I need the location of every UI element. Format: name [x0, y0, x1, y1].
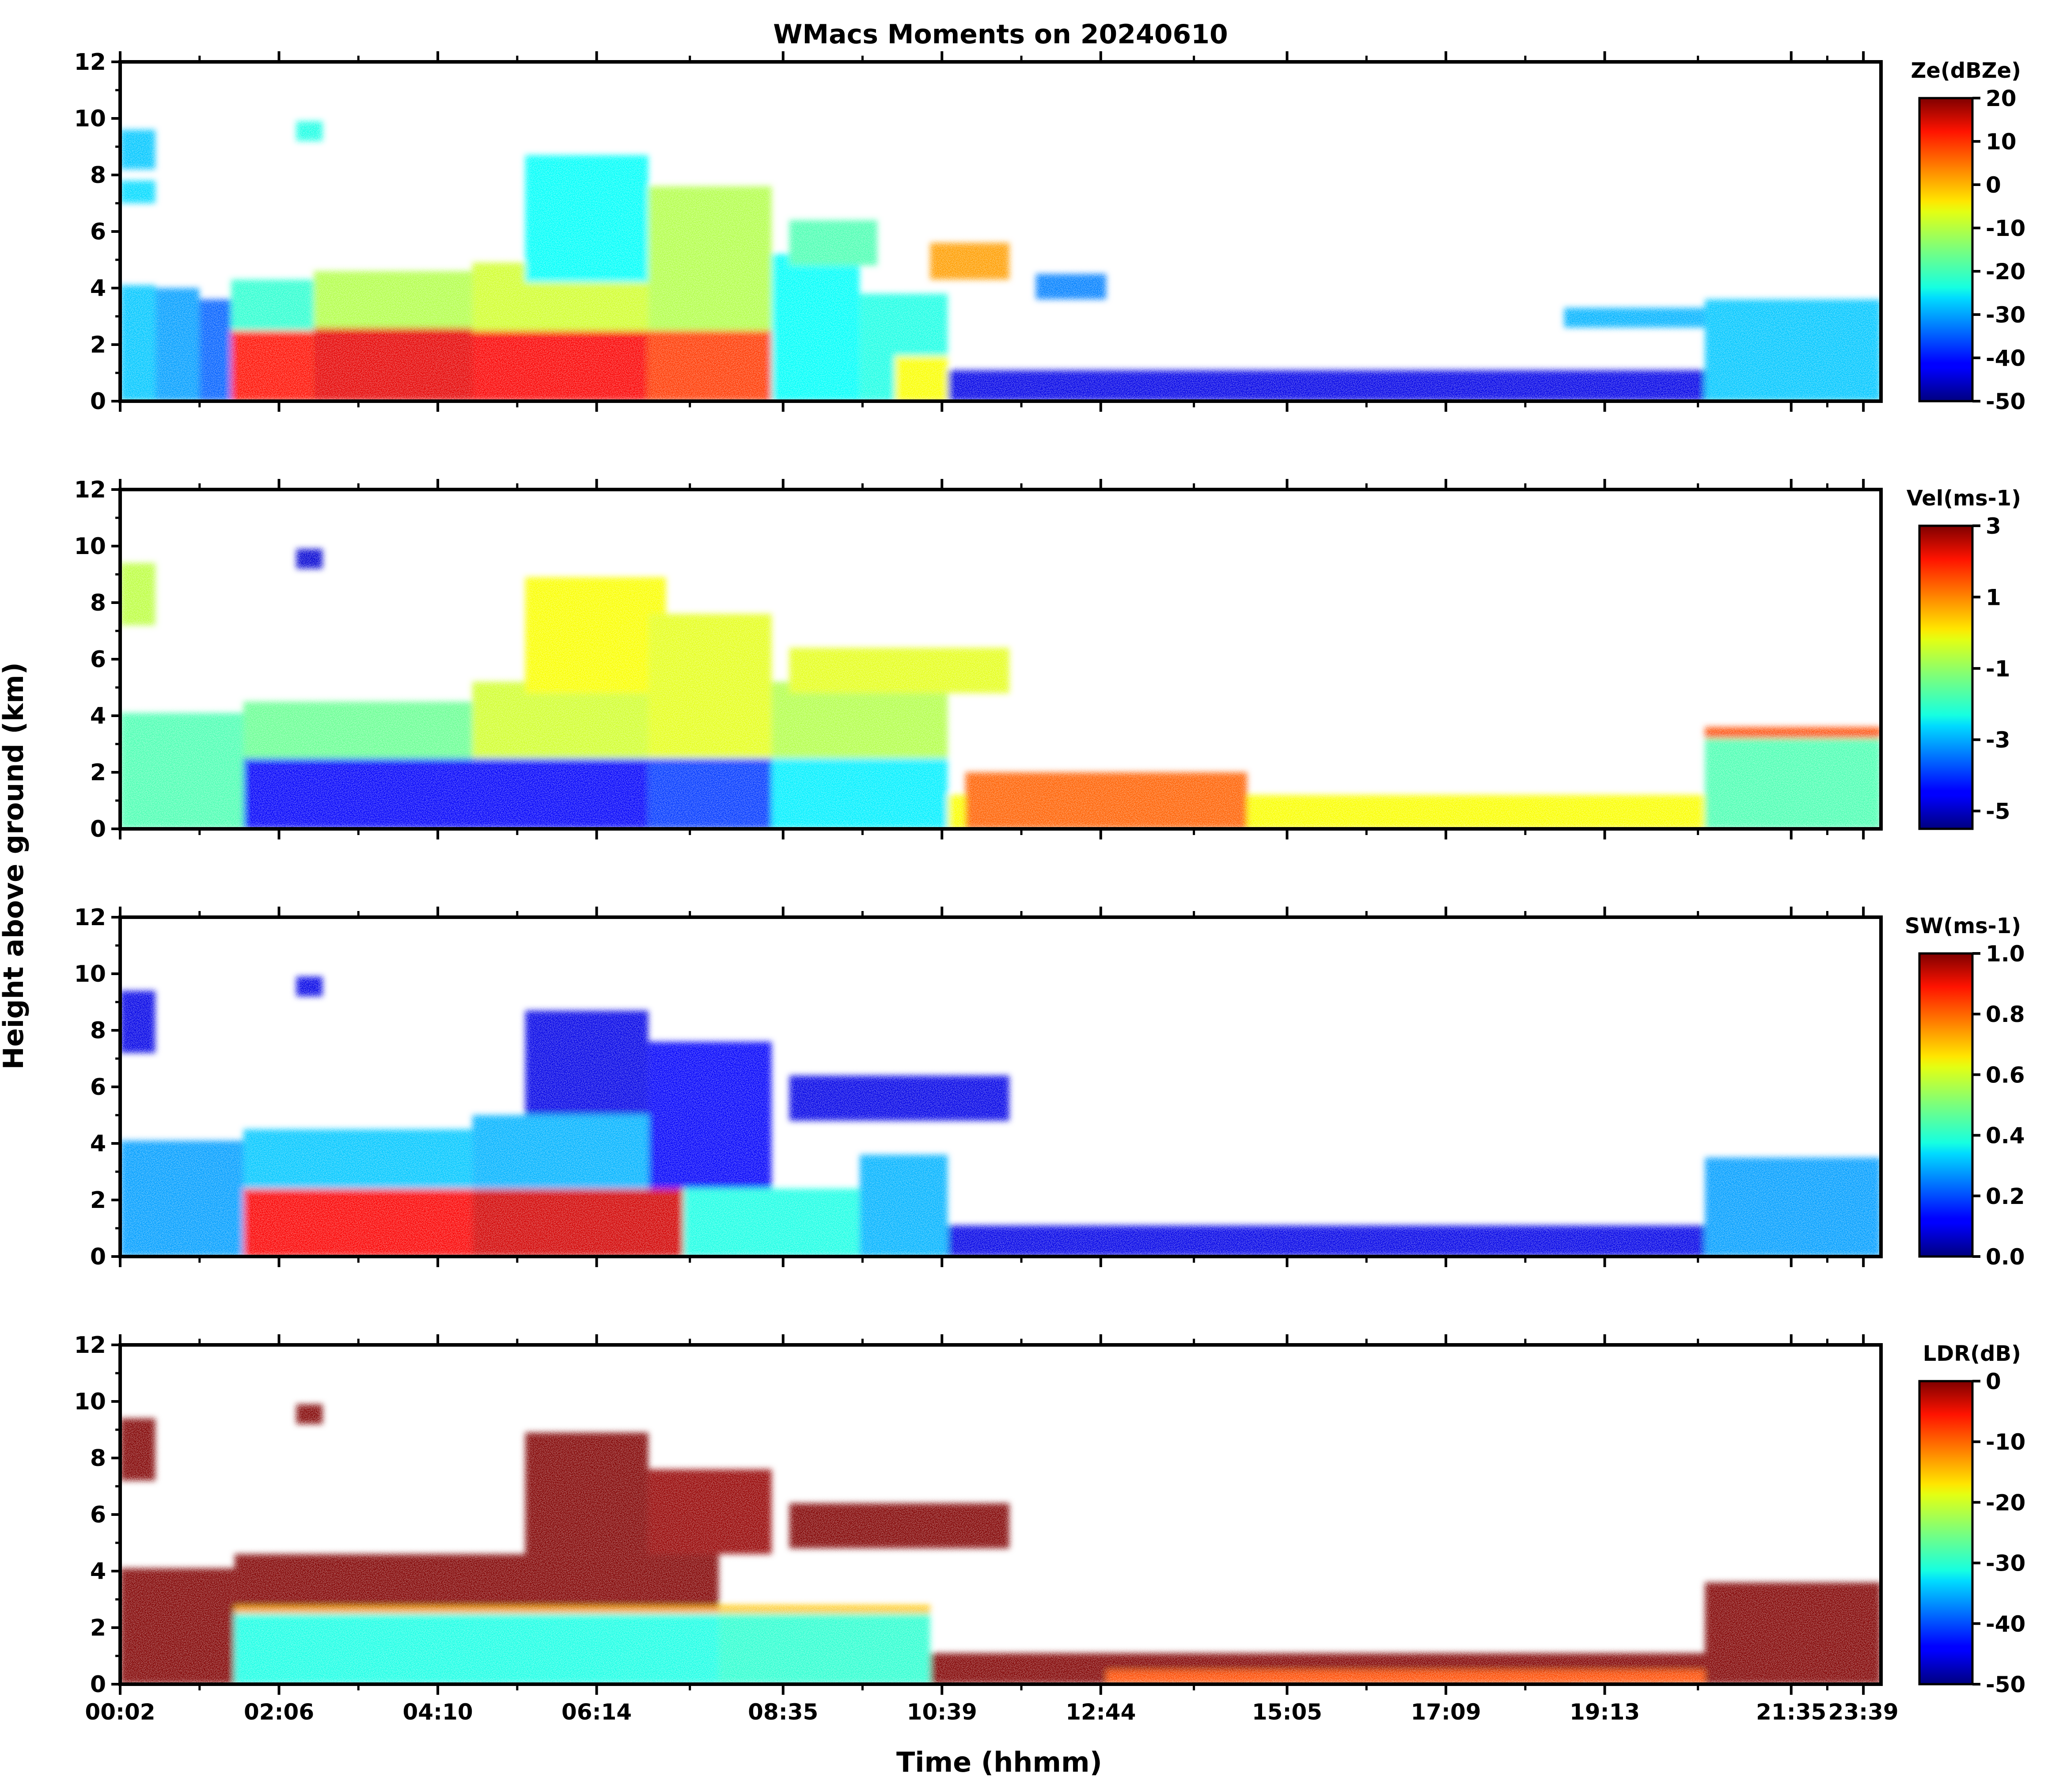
colorbar-tick-label: -20: [1986, 1490, 2025, 1515]
colorbar-tick-label: 0.6: [1986, 1062, 2025, 1088]
panel-ze: 0 2 4 6 8 10 12 20 10 0 -10 -20 -30 -40 -50 Ze(dBZe): [74, 49, 2026, 415]
colorbar-tick-label: 1.0: [1986, 941, 2025, 967]
y-tick-label: 12: [74, 477, 106, 503]
x-tick-label: 08:35: [748, 1699, 818, 1725]
colorbar-tick-label: -30: [1986, 302, 2025, 328]
colorbar-tick-label: -40: [1986, 1611, 2025, 1637]
y-tick-label: 4: [90, 703, 106, 729]
y-tick-label: 6: [90, 1074, 106, 1101]
y-tick-label: 4: [90, 275, 106, 302]
colorbar: [1918, 97, 1974, 402]
colorbar-tick-label: 0: [1986, 172, 2001, 198]
y-tick-label: 12: [74, 49, 106, 76]
x-tick-label: 19:13: [1570, 1699, 1640, 1725]
y-tick-label: 4: [90, 1131, 106, 1157]
colorbar: [1918, 524, 1974, 830]
y-tick-label: 0: [90, 1244, 106, 1270]
y-tick-label: 10: [74, 533, 106, 560]
colorbar-tick-label: 1: [1986, 585, 2001, 610]
shared-y-axis-label: Height above ground (km): [0, 662, 30, 1070]
colorbar-tick-label: 0.4: [1986, 1123, 2025, 1149]
y-tick-label: 10: [74, 961, 106, 987]
y-tick-label: 0: [90, 816, 106, 843]
colorbar-tick-label: -10: [1986, 1429, 2025, 1455]
colorbar-label: SW(ms-1): [1905, 914, 2021, 938]
colorbar-label: LDR(dB): [1923, 1341, 2021, 1366]
figure-title: WMacs Moments on 20240610: [773, 19, 1228, 50]
x-tick-label: 21:35: [1756, 1699, 1826, 1725]
colorbar-tick-label: 0.0: [1986, 1244, 2025, 1270]
y-tick-label: 8: [90, 1445, 106, 1472]
colorbar: [1918, 952, 1974, 1258]
colorbar-tick-label: -5: [1986, 799, 2010, 824]
y-tick-label: 2: [90, 1187, 106, 1214]
colorbar-tick-label: -10: [1986, 216, 2025, 241]
x-tick-label: 17:09: [1411, 1699, 1481, 1725]
y-tick-label: 8: [90, 162, 106, 189]
panel-sw: 0 2 4 6 8 10 12 1.0 0.8 0.6 0.4 0.2 0.0 SW(ms-1): [74, 904, 2025, 1270]
colorbar: [1918, 1380, 1974, 1686]
colorbar-tick-label: 20: [1986, 86, 2017, 111]
x-tick-label: 10:39: [907, 1699, 977, 1725]
y-tick-label: 8: [90, 1017, 106, 1044]
colorbar-tick-label: 0: [1986, 1369, 2001, 1394]
heatmap-field: [120, 62, 1881, 401]
x-tick-label: 06:14: [561, 1699, 632, 1725]
y-tick-label: 6: [90, 1502, 106, 1528]
y-tick-label: 12: [74, 1332, 106, 1359]
colorbar-tick-label: -30: [1986, 1551, 2025, 1576]
x-tick-label: 12:44: [1066, 1699, 1136, 1725]
y-tick-label: 8: [90, 590, 106, 616]
y-tick-label: 12: [74, 904, 106, 931]
x-tick-label: 02:06: [244, 1699, 314, 1725]
heatmap-field: [120, 917, 1881, 1257]
y-tick-label: 4: [90, 1558, 106, 1585]
colorbar-label: Vel(ms-1): [1907, 486, 2021, 511]
colorbar-tick-label: -40: [1986, 345, 2025, 371]
x-tick-label: 04:10: [402, 1699, 473, 1725]
x-tick-label: 15:05: [1252, 1699, 1322, 1725]
heatmap-field: [120, 1345, 1881, 1684]
y-tick-label: 10: [74, 1389, 106, 1415]
y-tick-label: 10: [74, 106, 106, 132]
y-tick-label: 0: [90, 388, 106, 415]
panel-vel: 0 2 4 6 8 10 12 3 1 -1 -3 -5 Vel(ms-1): [74, 477, 2021, 843]
panels: 02468101220100-10-20-30-40-50Ze(dBZe)024…: [74, 49, 2026, 1725]
colorbar-tick-label: 3: [1986, 513, 2001, 539]
colorbar-tick-label: -1: [1986, 656, 2010, 682]
panel-ldr: 0 2 4 6 8 10 12 00:02 02:06 04:10 06:14 08:35 10:39 1…: [74, 1332, 2026, 1725]
shared-x-axis-label: Time (hhmm): [896, 1746, 1102, 1778]
y-tick-label: 0: [90, 1671, 106, 1698]
colorbar-tick-label: 0.8: [1986, 1002, 2025, 1027]
x-tick-label: 00:02: [85, 1699, 155, 1725]
colorbar-tick-label: -3: [1986, 727, 2010, 753]
y-tick-label: 6: [90, 219, 106, 245]
colorbar-label: Ze(dBZe): [1911, 58, 2021, 83]
heatmap-field: [120, 490, 1881, 829]
y-tick-label: 2: [90, 332, 106, 358]
colorbar-tick-label: -50: [1986, 389, 2025, 414]
colorbar-tick-label: -50: [1986, 1672, 2025, 1697]
colorbar-tick-label: 10: [1986, 129, 2017, 155]
colorbar-tick-label: -20: [1986, 259, 2025, 285]
y-tick-label: 2: [90, 1615, 106, 1641]
y-tick-label: 6: [90, 646, 106, 673]
colorbar-tick-label: 0.2: [1986, 1184, 2025, 1209]
x-tick-label: 23:39: [1828, 1699, 1899, 1725]
y-tick-label: 2: [90, 759, 106, 786]
